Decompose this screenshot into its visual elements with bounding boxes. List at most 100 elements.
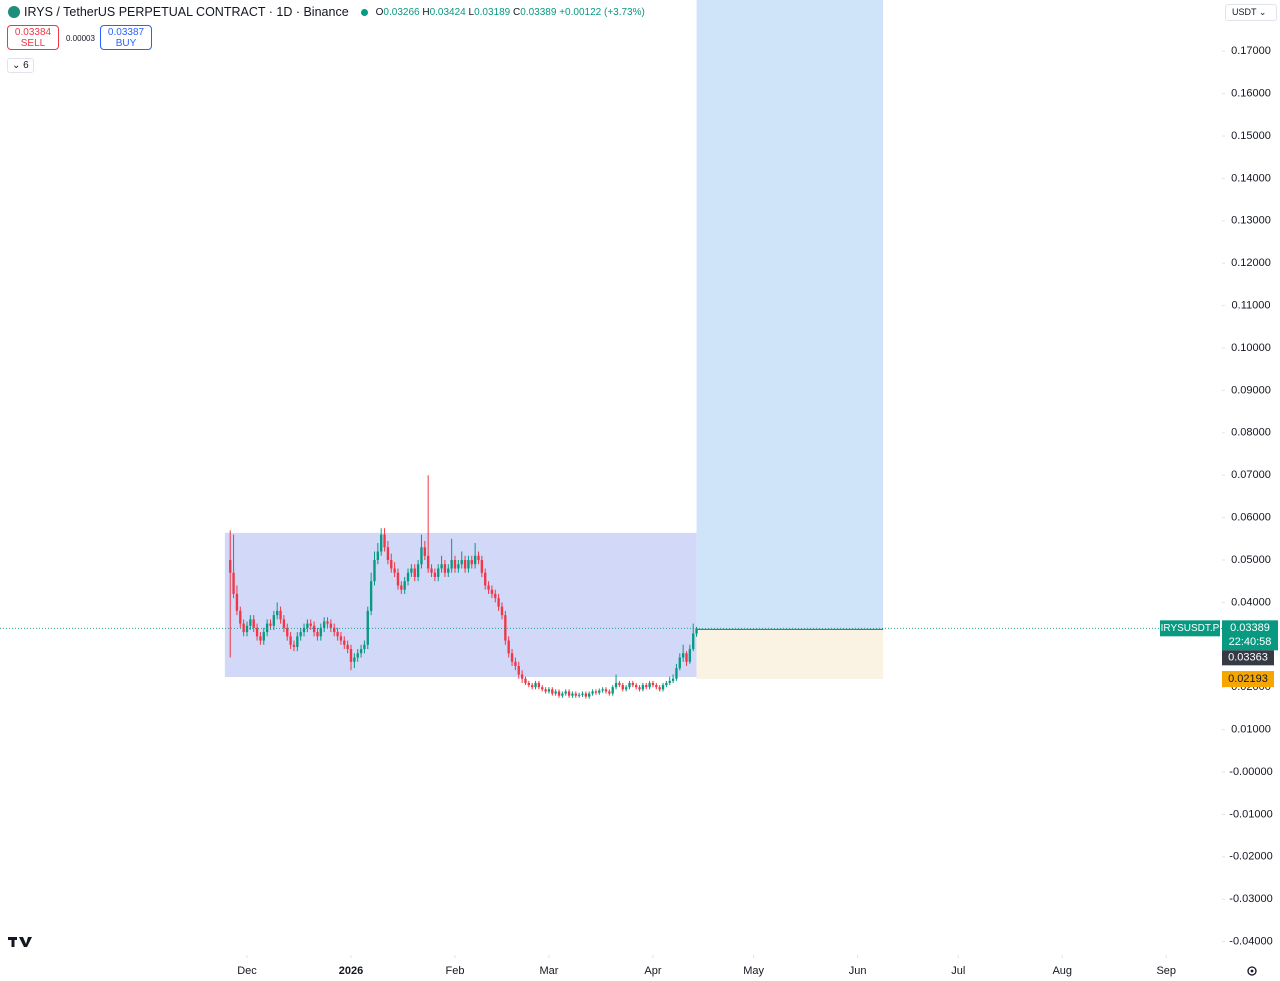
candle-body: [410, 568, 413, 573]
candle-body: [601, 689, 604, 691]
candle-body: [541, 687, 544, 690]
candle-body: [557, 691, 561, 696]
candle-body: [547, 689, 551, 692]
candle-body: [386, 547, 390, 561]
indicators-toggle[interactable]: ⌄ 6: [7, 58, 34, 73]
candle-body: [443, 564, 447, 573]
candle-body: [299, 632, 302, 637]
candle-body: [671, 678, 675, 681]
candle-body: [319, 627, 322, 637]
candle-body: [473, 555, 477, 565]
candle-body: [262, 632, 265, 641]
candle-body: [359, 649, 363, 654]
ohlc: O0.03266 H0.03424 L0.03189 C0.03389 +0.0…: [376, 7, 645, 18]
indicators-count: 6: [23, 60, 29, 71]
x-tick-label: Sep: [1156, 965, 1176, 977]
ohlc-value: 0.03266: [383, 6, 420, 18]
candle-body: [608, 691, 611, 694]
buy-button[interactable]: 0.03387 BUY: [100, 25, 152, 50]
candle-body: [577, 694, 581, 696]
candle-body: [235, 593, 239, 611]
header: IRYS / TetherUS PERPETUAL CONTRACT · 1D …: [8, 5, 645, 19]
candle-body: [507, 640, 510, 654]
y-tick-label: 0.15000: [1231, 130, 1271, 142]
candle-body: [490, 589, 494, 594]
symbol-label-box: [1160, 620, 1220, 637]
candle-body: [584, 693, 588, 697]
candle-body: [333, 627, 336, 633]
candle-body: [624, 687, 628, 690]
candle-body: [252, 619, 255, 628]
candle-body: [500, 606, 504, 616]
candle-body: [289, 636, 292, 645]
candle-body: [460, 560, 463, 565]
candle-body: [463, 560, 467, 569]
candle-body: [581, 693, 584, 695]
candle-body: [376, 551, 380, 561]
y-tick-label: 0.04000: [1231, 596, 1271, 608]
candle-body: [326, 621, 329, 624]
candle-body: [309, 623, 312, 626]
candle-body: [329, 623, 333, 628]
change-pct: (+3.73%): [603, 6, 645, 18]
candle-body: [641, 685, 645, 690]
candle-body: [276, 610, 279, 616]
candle-body: [259, 636, 262, 641]
candle-body: [366, 610, 369, 645]
candle-body: [638, 687, 641, 690]
buy-label: BUY: [115, 38, 137, 49]
candle-body: [614, 682, 618, 688]
candle-body: [524, 678, 527, 683]
candle-body: [635, 685, 638, 688]
candle-body: [269, 623, 272, 626]
candle-body: [383, 534, 386, 548]
candle-body: [675, 668, 678, 679]
currency-select[interactable]: USDT ⌄: [1225, 4, 1277, 21]
candle-body: [447, 568, 450, 573]
candle-body: [279, 610, 282, 620]
stop-price-box: [1222, 671, 1274, 688]
sell-button[interactable]: 0.03384 SELL: [7, 25, 59, 50]
candle-body: [480, 560, 484, 573]
candle-body: [564, 691, 567, 694]
candle-body: [339, 636, 343, 641]
symbol-logo: [8, 6, 20, 18]
candle-body: [520, 674, 524, 679]
candle-body: [363, 644, 366, 650]
candle-body: [316, 632, 319, 637]
candle-body: [426, 555, 430, 569]
candle-body: [487, 585, 490, 590]
last-price-box: [1222, 620, 1278, 651]
y-tick-label: -0.01000: [1229, 808, 1272, 820]
candle-body: [598, 690, 601, 693]
x-tick-label: Apr: [644, 965, 661, 977]
symbol-title[interactable]: IRYS / TetherUS PERPETUAL CONTRACT · 1D …: [24, 5, 349, 19]
candle-body: [369, 581, 373, 611]
y-tick-label: 0.14000: [1231, 172, 1271, 184]
candle-body: [400, 585, 403, 590]
candle-body: [380, 534, 383, 552]
buy-price: 0.03387: [107, 27, 145, 38]
range-box: [224, 532, 697, 678]
candle-body: [571, 693, 574, 696]
candle-body: [467, 560, 470, 569]
y-tick-label: 0.12000: [1231, 257, 1271, 269]
candle-body: [527, 682, 530, 686]
candle-body: [433, 572, 437, 577]
y-tick-label: 0.11000: [1232, 300, 1271, 312]
candle-body: [695, 628, 698, 634]
entry-price-box: [1222, 650, 1274, 666]
candle-body: [282, 619, 286, 628]
change: +0.00122: [559, 6, 602, 18]
entry-price-label: 0.03363: [1228, 652, 1268, 664]
settings-icon[interactable]: [1247, 966, 1257, 976]
candle-body: [544, 689, 547, 692]
candle-body: [554, 691, 557, 694]
x-tick-label: 2026: [339, 965, 363, 977]
candle-body: [681, 653, 685, 658]
candle-body: [534, 682, 537, 688]
candle-body: [229, 560, 232, 573]
candle-body: [353, 657, 356, 662]
candle-body: [245, 625, 249, 633]
